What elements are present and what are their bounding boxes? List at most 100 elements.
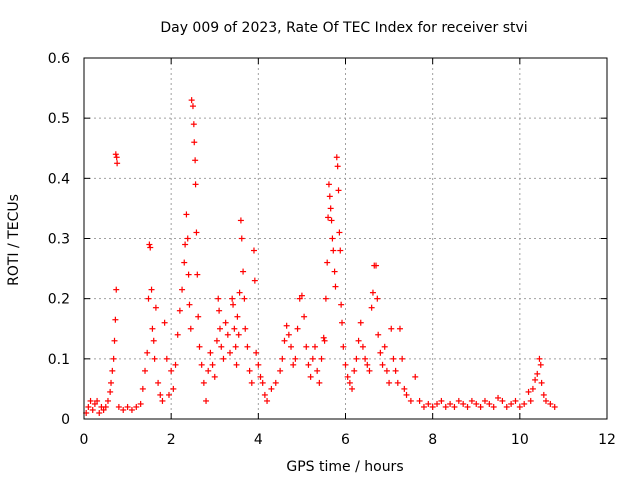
- data-point: [259, 379, 266, 386]
- data-point: [377, 349, 384, 356]
- data-point: [331, 268, 338, 275]
- data-point: [351, 367, 358, 374]
- data-point: [137, 400, 144, 407]
- data-point: [438, 397, 445, 404]
- x-tick-label: 6: [341, 432, 350, 448]
- data-point: [516, 403, 523, 410]
- data-point: [240, 268, 247, 275]
- y-tick-label: 0.4: [48, 171, 70, 187]
- data-point: [151, 355, 158, 362]
- data-point: [224, 331, 231, 338]
- data-point: [412, 373, 419, 380]
- data-point: [327, 205, 334, 212]
- data-point: [181, 259, 188, 266]
- data-point: [190, 121, 197, 128]
- data-point: [193, 229, 200, 236]
- data-point: [321, 337, 328, 344]
- data-point: [298, 292, 305, 299]
- data-point: [110, 355, 117, 362]
- data-point: [303, 343, 310, 350]
- data-point: [290, 361, 297, 368]
- data-point: [451, 403, 458, 410]
- data-point: [532, 376, 539, 383]
- data-point: [231, 325, 238, 332]
- data-point: [108, 379, 115, 386]
- data-point: [264, 397, 271, 404]
- data-point: [464, 403, 471, 410]
- data-point: [253, 349, 260, 356]
- data-point: [161, 319, 168, 326]
- y-tick-label: 0: [61, 412, 70, 428]
- data-point: [213, 337, 220, 344]
- data-point: [314, 367, 321, 374]
- data-point: [229, 295, 236, 302]
- data-point: [272, 379, 279, 386]
- data-point: [495, 394, 502, 401]
- x-tick-label: 0: [80, 432, 89, 448]
- data-point: [198, 361, 205, 368]
- data-point: [283, 322, 290, 329]
- data-point: [188, 97, 195, 104]
- data-point: [381, 343, 388, 350]
- data-point: [114, 160, 121, 167]
- data-point: [368, 304, 375, 311]
- data-point: [185, 271, 192, 278]
- data-point: [113, 286, 120, 293]
- data-point: [112, 316, 119, 323]
- data-point: [460, 400, 467, 407]
- x-tick-label: 10: [511, 432, 529, 448]
- data-point: [176, 307, 183, 314]
- data-point: [236, 289, 243, 296]
- data-point: [468, 397, 475, 404]
- data-point: [344, 373, 351, 380]
- data-point: [364, 361, 371, 368]
- data-point: [222, 319, 229, 326]
- data-point: [334, 163, 341, 170]
- data-point: [388, 325, 395, 332]
- data-point: [379, 361, 386, 368]
- data-point: [100, 406, 107, 413]
- data-point: [189, 103, 196, 110]
- data-point: [339, 319, 346, 326]
- data-point: [447, 400, 454, 407]
- data-point: [374, 295, 381, 302]
- data-point: [209, 361, 216, 368]
- data-point: [536, 355, 543, 362]
- data-point: [195, 313, 202, 320]
- data-point: [211, 373, 218, 380]
- data-point: [149, 325, 156, 332]
- data-point: [163, 355, 170, 362]
- data-point: [538, 379, 545, 386]
- data-point: [396, 325, 403, 332]
- data-point: [216, 307, 223, 314]
- data-point: [477, 403, 484, 410]
- data-point: [279, 355, 286, 362]
- data-point: [237, 217, 244, 224]
- data-point: [115, 403, 122, 410]
- data-point: [203, 397, 210, 404]
- data-point: [537, 361, 544, 368]
- data-point: [394, 379, 401, 386]
- data-point: [490, 403, 497, 410]
- x-tick-label: 8: [428, 432, 437, 448]
- data-point: [111, 337, 118, 344]
- data-point: [183, 211, 190, 218]
- data-point: [248, 379, 255, 386]
- data-point: [338, 301, 345, 308]
- data-point: [241, 295, 248, 302]
- data-point: [244, 343, 251, 350]
- data-point: [172, 361, 179, 368]
- data-point: [455, 397, 462, 404]
- data-point: [318, 355, 325, 362]
- data-point: [296, 295, 303, 302]
- data-point: [250, 247, 257, 254]
- data-point: [174, 331, 181, 338]
- data-point: [527, 397, 534, 404]
- data-point: [420, 403, 427, 410]
- data-point: [486, 400, 493, 407]
- data-point: [525, 388, 532, 395]
- data-point: [355, 337, 362, 344]
- data-point: [288, 343, 295, 350]
- data-points: [83, 97, 558, 416]
- data-point: [311, 343, 318, 350]
